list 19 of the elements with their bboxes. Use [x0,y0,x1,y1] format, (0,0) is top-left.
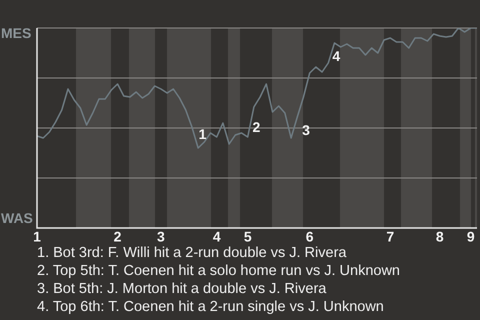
x-tick-label: 2 [114,228,122,244]
annotation: 1 [198,126,207,142]
x-tick-label: 8 [436,228,444,244]
x-tick-label: 7 [386,228,394,244]
x-tick-label: 1 [33,228,42,244]
text: 2. Top 5th: T. Coenen hit a solo home run vs J. Unknown [37,262,401,280]
annotation: 2 [252,118,260,135]
x-tick-label: 9 [466,228,475,244]
x-tick-label: 4 [212,228,221,244]
annotation: 4 [332,48,340,64]
text: 3. Bot 5th: J. Morton hit a double vs J. Rivera [37,280,328,298]
x-tick-label: 3 [157,228,166,244]
text: WAS [1,210,33,226]
annotation: 3 [302,122,310,138]
x-tick-label: 5 [244,228,252,244]
text: 4. Top 6th: T. Coenen hit a 2-run single vs J. Unknown [37,298,385,316]
text: 1. Bot 3rd: F. Willi hit a 2-run double vs J. Rivera [37,244,348,262]
text: MES [1,25,32,41]
x-tick-label: 6 [306,228,314,244]
